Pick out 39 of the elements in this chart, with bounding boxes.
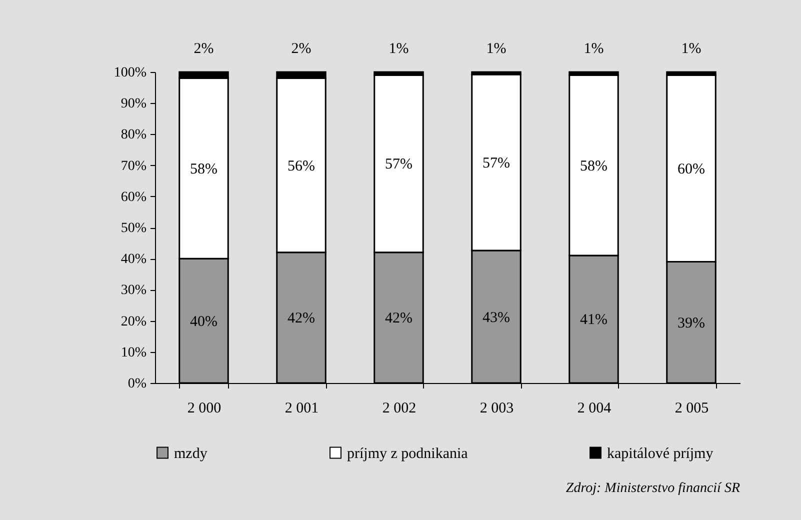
- data-label: 56%: [288, 158, 315, 174]
- data-label: 58%: [190, 161, 218, 178]
- x-tick-label: 2 002: [382, 400, 416, 416]
- data-label: 1%: [486, 41, 506, 57]
- data-label: 2%: [291, 41, 312, 57]
- x-tick-label: 2 003: [480, 400, 514, 416]
- data-label: 43%: [482, 310, 510, 326]
- text: Zdroj: Ministerstvo financií SR: [566, 481, 740, 496]
- data-label: 39%: [678, 315, 705, 332]
- x-tick-label: 2 001: [284, 400, 319, 416]
- data-label: 1%: [388, 41, 409, 57]
- legend-label: mzdy: [174, 446, 208, 462]
- y-tick-label: 60%: [120, 190, 147, 205]
- data-label: 1%: [681, 41, 702, 57]
- y-tick-label: 100%: [114, 66, 147, 80]
- data-label: 41%: [580, 312, 608, 328]
- y-tick-label: 0%: [128, 376, 147, 392]
- data-label: 58%: [580, 158, 608, 174]
- data-label: 2%: [194, 41, 214, 57]
- data-label: 57%: [482, 156, 510, 172]
- x-tick-label: 2 005: [674, 400, 709, 416]
- y-tick-label: 20%: [120, 314, 147, 330]
- data-label: 40%: [190, 314, 218, 330]
- y-tick-label: 40%: [120, 252, 147, 268]
- y-tick-label: 50%: [120, 221, 147, 236]
- legend-label: príjmy z podnikania: [347, 446, 468, 462]
- y-tick-label: 30%: [120, 283, 147, 298]
- y-tick-label: 70%: [120, 158, 147, 174]
- legend-label: kapitálové príjmy: [607, 446, 714, 462]
- data-label: 57%: [385, 156, 412, 173]
- data-label: 1%: [584, 41, 604, 57]
- data-label: 60%: [678, 161, 705, 178]
- x-tick-label: 2 004: [577, 400, 612, 416]
- x-tick-label: 2 000: [187, 400, 222, 416]
- y-tick-label: 90%: [120, 96, 147, 112]
- y-tick-label: 10%: [120, 345, 147, 360]
- data-label: 42%: [385, 310, 412, 327]
- data-label: 42%: [288, 310, 315, 327]
- y-tick-label: 80%: [120, 128, 147, 143]
